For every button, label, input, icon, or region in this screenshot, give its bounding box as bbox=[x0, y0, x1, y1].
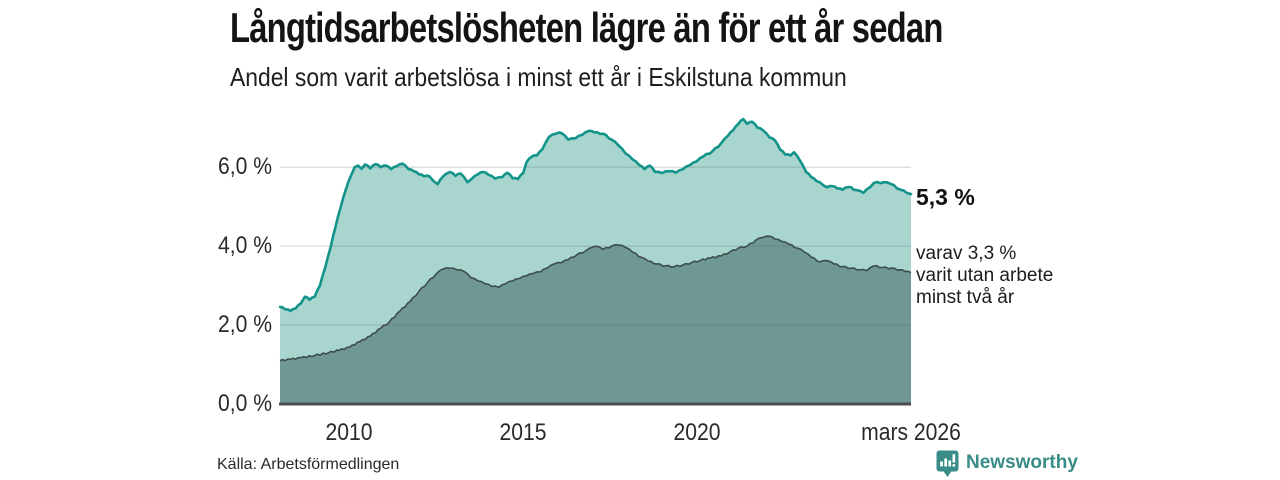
secondary-annotation-line: varit utan arbete bbox=[916, 265, 1054, 286]
x-axis-label: 2010 bbox=[325, 419, 373, 446]
x-axis-label: 2015 bbox=[499, 419, 547, 446]
brand-name: Newsworthy bbox=[966, 452, 1078, 473]
y-axis-label: 4,0 % bbox=[217, 232, 272, 260]
secondary-annotation-line: varav 3,3 % bbox=[916, 243, 1017, 264]
newsworthy-icon bbox=[936, 450, 959, 479]
x-axis-label: 2020 bbox=[673, 419, 721, 446]
source-note: Källa: Arbetsförmedlingen bbox=[217, 456, 400, 473]
secondary-annotation-line: minst två år bbox=[916, 287, 1015, 308]
y-axis-label: 2,0 % bbox=[217, 311, 272, 339]
y-axis-label: 6,0 % bbox=[217, 153, 272, 181]
y-axis-label: 0,0 % bbox=[217, 390, 272, 417]
x-axis-label: mars 2026 bbox=[861, 419, 961, 446]
brand-logo: Newsworthy bbox=[936, 450, 1078, 479]
secondary-annotation: varav 3,3 % varit utan arbete minst två … bbox=[916, 243, 1053, 309]
end-value-label: 5,3 % bbox=[916, 184, 975, 210]
page-subtitle: Andel som varit arbetslösa i minst ett å… bbox=[230, 62, 847, 92]
page-title: Långtidsarbetslösheten lägre än för ett … bbox=[230, 4, 943, 51]
